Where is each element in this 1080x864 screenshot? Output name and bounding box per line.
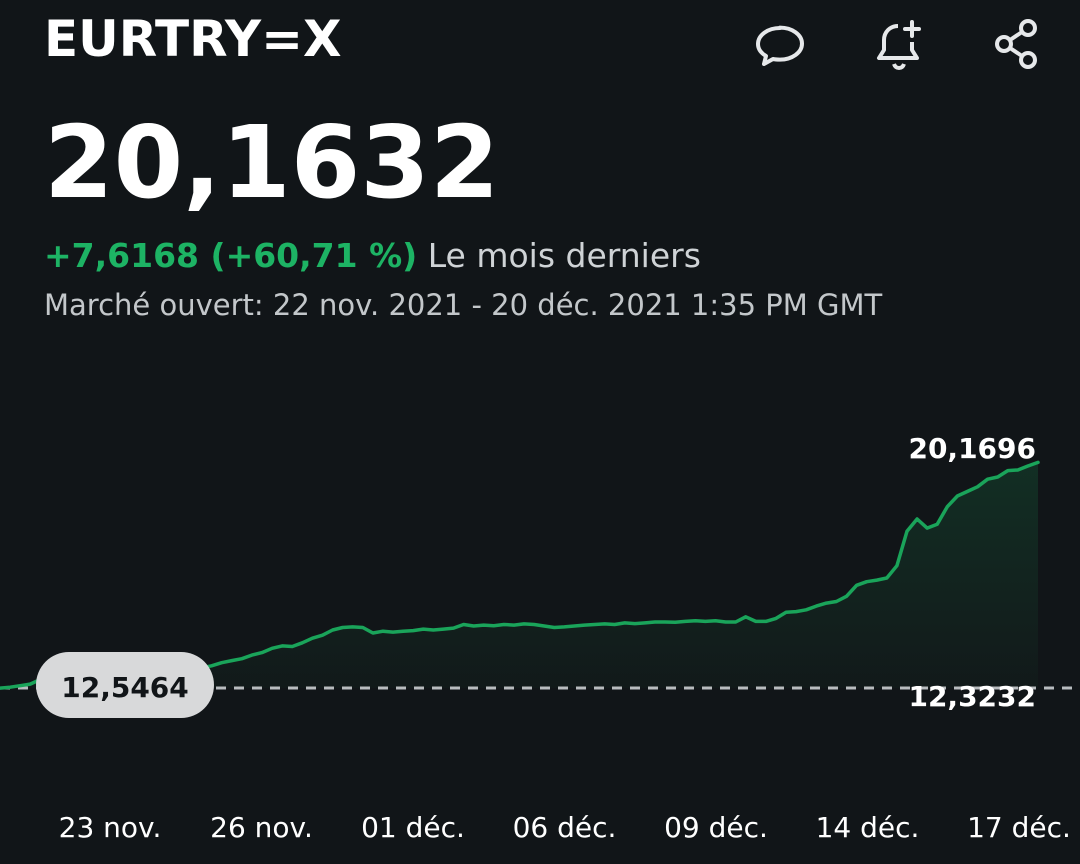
max-value-label: 20,1696 bbox=[908, 432, 1036, 465]
x-tick-label: 23 nov. bbox=[59, 811, 162, 844]
x-tick-label: 06 déc. bbox=[513, 811, 617, 844]
baseline-pill-bg bbox=[36, 652, 214, 718]
chart-area-fill bbox=[0, 462, 1038, 689]
x-tick-label: 09 déc. bbox=[664, 811, 768, 844]
min-value-label: 12,3232 bbox=[908, 680, 1036, 713]
current-price: 20,1632 bbox=[44, 104, 500, 221]
x-tick-label: 17 déc. bbox=[967, 811, 1071, 844]
change-period: Le mois derniers bbox=[427, 236, 701, 275]
x-axis-ticks: 23 nov. 26 nov. 01 déc. 06 déc. 09 déc. 14 dé… bbox=[59, 811, 1071, 844]
baseline-pill[interactable]: 12,5464 bbox=[36, 652, 214, 718]
x-tick-label: 14 déc. bbox=[816, 811, 920, 844]
baseline-pill-label: 12,5464 bbox=[61, 671, 189, 704]
ticker-symbol: EURTRY=X bbox=[44, 10, 342, 68]
bell-plus-icon[interactable] bbox=[870, 14, 930, 74]
comment-icon[interactable] bbox=[750, 14, 810, 74]
x-tick-label: 26 nov. bbox=[210, 811, 313, 844]
price-change: +7,6168 (+60,71 %) bbox=[44, 236, 418, 275]
market-status: Marché ouvert: 22 nov. 2021 - 20 déc. 20… bbox=[44, 288, 883, 322]
share-icon[interactable] bbox=[986, 14, 1046, 74]
x-tick-label: 01 déc. bbox=[361, 811, 465, 844]
change-summary: +7,6168 (+60,71 %) Le mois derniers bbox=[44, 236, 701, 275]
